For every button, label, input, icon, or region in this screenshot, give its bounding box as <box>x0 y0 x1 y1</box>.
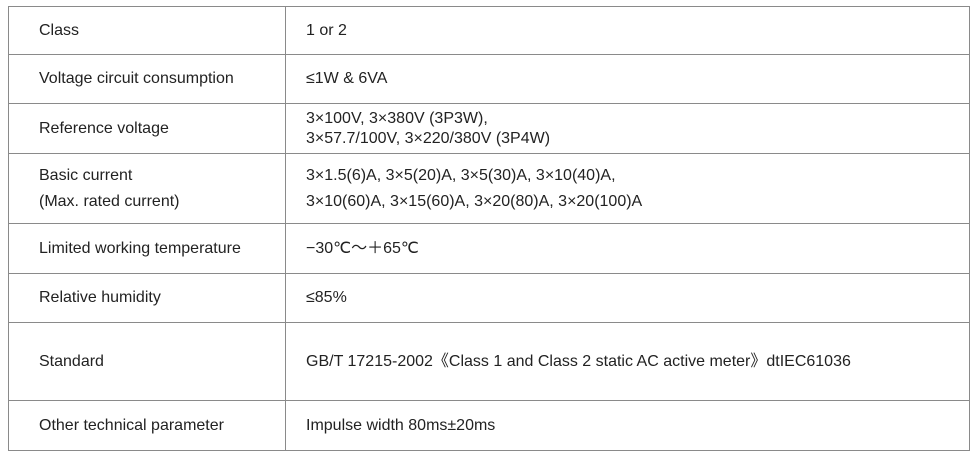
spec-label-cell: Reference voltage <box>8 103 286 154</box>
spec-value: ≤85% <box>306 289 347 306</box>
spec-label-cell: Standard <box>8 322 286 401</box>
spec-value-cell: 3×1.5(6)A, 3×5(20)A, 3×5(30)A, 3×10(40)A… <box>285 153 970 224</box>
table-row: Other technical parameter Impulse width 8… <box>8 400 970 451</box>
spec-value-cell: ≤1W & 6VA <box>285 54 970 104</box>
spec-label-cell: Other technical parameter <box>8 400 286 451</box>
spec-value-cell: ≤85% <box>285 273 970 323</box>
spec-label: Other technical parameter <box>39 416 224 434</box>
spec-value-cell: 1 or 2 <box>285 6 970 55</box>
spec-value: Impulse width 80ms±20ms <box>306 416 496 434</box>
spec-value: 3×57.7/100V, 3×220/380V (3P4W) <box>306 129 551 147</box>
spec-label: Basic current <box>39 166 133 184</box>
spec-label: Limited working temperature <box>39 239 241 257</box>
table-row: Standard GB/T 17215-2002《Class 1 and Clas… <box>8 322 970 401</box>
spec-label: Voltage circuit consumption <box>39 70 234 87</box>
spec-value: GB/T 17215-2002《Class 1 and Class 2 stat… <box>306 352 851 370</box>
spec-value: 3×100V, 3×380V (3P3W), <box>306 109 488 127</box>
spec-label-cell: Class <box>8 6 286 55</box>
table-row: Reference voltage 3×100V, 3×380V (3P3W), 3… <box>8 103 970 154</box>
spec-table: Class 1 or 2 Voltage circuit consumption ≤1… <box>8 6 970 451</box>
spec-label-cell: Voltage circuit consumption <box>8 54 286 104</box>
spec-label: (Max. rated current) <box>39 192 180 210</box>
table-row: Relative humidity ≤85% <box>8 273 970 323</box>
spec-value-cell: GB/T 17215-2002《Class 1 and Class 2 stat… <box>285 322 970 401</box>
table-row: Voltage circuit consumption ≤1W & 6VA <box>8 54 970 104</box>
spec-label: Reference voltage <box>39 119 169 137</box>
spec-label-cell: Relative humidity <box>8 273 286 323</box>
table-row: Class 1 or 2 <box>8 6 970 55</box>
table-row: Limited working temperature −30℃～＋65℃ <box>8 223 970 274</box>
spec-value-cell: −30℃～＋65℃ <box>285 223 970 274</box>
table-row: Basic current (Max. rated current) 3×1.5(6… <box>8 153 970 224</box>
spec-value: 3×10(60)A, 3×15(60)A, 3×20(80)A, 3×20(10… <box>306 192 643 210</box>
spec-label-cell: Limited working temperature <box>8 223 286 274</box>
spec-value: 1 or 2 <box>306 21 347 39</box>
spec-value: ≤1W & 6VA <box>306 70 388 87</box>
spec-value: −30℃～＋65℃ <box>306 239 419 257</box>
spec-label: Relative humidity <box>39 289 161 306</box>
spec-value-cell: Impulse width 80ms±20ms <box>285 400 970 451</box>
spec-label: Standard <box>39 352 104 370</box>
spec-value-cell: 3×100V, 3×380V (3P3W), 3×57.7/100V, 3×220… <box>285 103 970 154</box>
spec-label-cell: Basic current (Max. rated current) <box>8 153 286 224</box>
spec-value: 3×1.5(6)A, 3×5(20)A, 3×5(30)A, 3×10(40)A… <box>306 166 616 184</box>
spec-label: Class <box>39 21 80 39</box>
